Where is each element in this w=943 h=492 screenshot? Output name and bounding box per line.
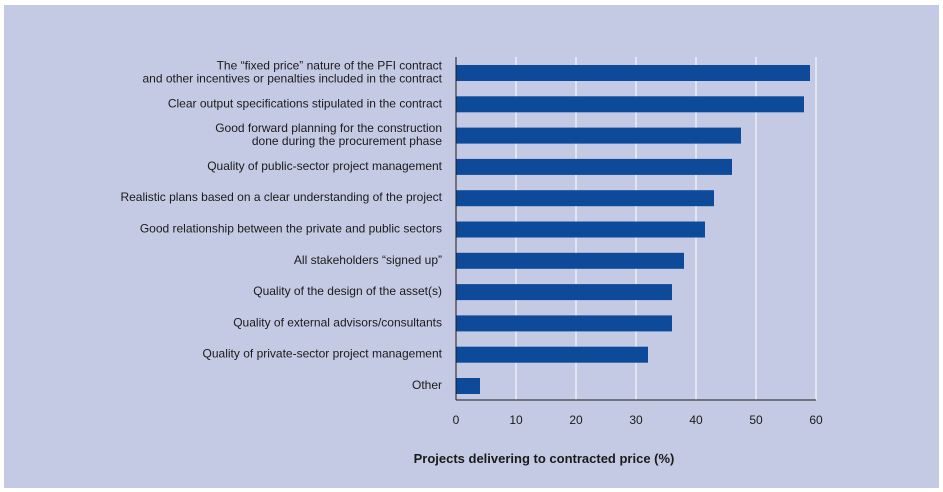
category-label-line: All stakeholders “signed up” xyxy=(294,253,442,267)
x-tick-label: 20 xyxy=(569,413,583,427)
bars xyxy=(456,65,810,394)
bar xyxy=(456,315,672,332)
category-label: Other xyxy=(412,378,442,392)
category-label: Good relationship between the private an… xyxy=(140,222,442,236)
category-label-line: The “fixed price” nature of the PFI cont… xyxy=(217,59,443,73)
category-label-line: Quality of private-sector project manage… xyxy=(203,347,443,361)
category-label-line: and other incentives or penalties includ… xyxy=(142,72,442,86)
bar xyxy=(456,96,804,113)
x-tick-label: 30 xyxy=(629,413,643,427)
x-tick-label: 60 xyxy=(809,413,823,427)
bar xyxy=(456,158,732,175)
x-tick-label: 40 xyxy=(689,413,703,427)
chart-panel: The “fixed price” nature of the PFI cont… xyxy=(4,5,939,488)
category-label-line: Other xyxy=(412,378,442,392)
category-label: Good forward planning for the constructi… xyxy=(215,121,442,148)
category-label: Realistic plans based on a clear underst… xyxy=(120,190,442,204)
x-tick-label: 50 xyxy=(749,413,763,427)
bar-chart: The “fixed price” nature of the PFI cont… xyxy=(120,57,823,466)
axes xyxy=(455,57,816,401)
category-labels: The “fixed price” nature of the PFI cont… xyxy=(120,59,442,393)
x-tick-labels: 0 10 20 30 40 50 60 xyxy=(453,413,823,427)
category-label-line: Good forward planning for the constructi… xyxy=(215,121,442,135)
bar xyxy=(456,127,741,144)
category-label: Quality of the design of the asset(s) xyxy=(253,284,442,298)
category-label: Quality of external advisors/consultants xyxy=(233,316,442,330)
bar xyxy=(456,65,810,81)
x-tick-label: 0 xyxy=(453,413,460,427)
bar xyxy=(456,378,480,394)
category-label-line: Quality of public-sector project managem… xyxy=(207,159,442,173)
category-label: Quality of private-sector project manage… xyxy=(203,347,443,361)
x-axis-title: Projects delivering to contracted price … xyxy=(414,451,675,466)
bar xyxy=(456,190,714,207)
bar xyxy=(456,284,672,301)
x-tick-label: 10 xyxy=(509,413,523,427)
category-label: All stakeholders “signed up” xyxy=(294,253,442,267)
category-label-line: Quality of external advisors/consultants xyxy=(233,316,442,330)
bar xyxy=(456,346,648,363)
bar xyxy=(456,221,705,238)
category-label-line: Clear output specifications stipulated i… xyxy=(168,96,443,110)
category-label-line: Quality of the design of the asset(s) xyxy=(253,284,442,298)
category-label-line: Good relationship between the private an… xyxy=(140,222,442,236)
category-label-line: Realistic plans based on a clear underst… xyxy=(120,190,442,204)
category-label-line: done during the procurement phase xyxy=(252,134,442,148)
category-label: The “fixed price” nature of the PFI cont… xyxy=(142,59,442,86)
category-label: Clear output specifications stipulated i… xyxy=(168,96,443,110)
bar xyxy=(456,252,684,269)
category-label: Quality of public-sector project managem… xyxy=(207,159,442,173)
